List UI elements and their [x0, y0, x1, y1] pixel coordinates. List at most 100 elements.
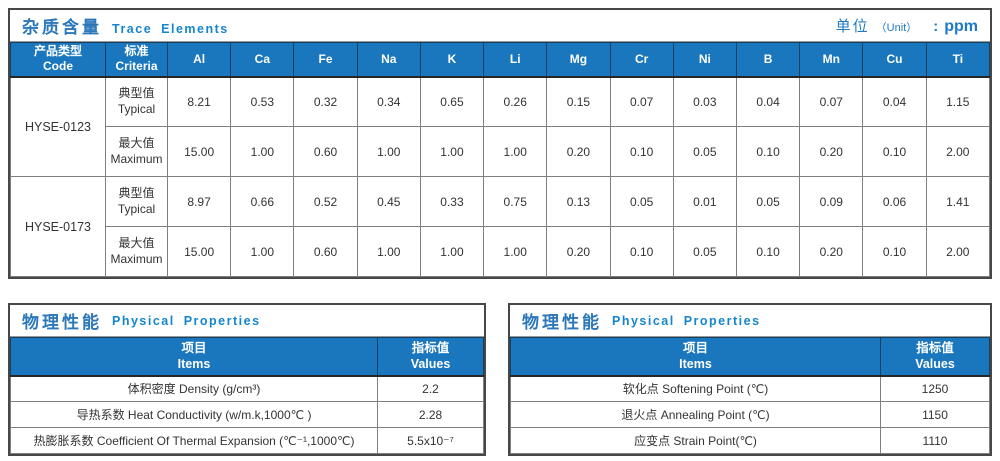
value-cell: 0.32: [293, 76, 358, 127]
col-header-criteria-cn: 标准: [124, 43, 149, 58]
value-cell: 0.10: [862, 226, 927, 277]
table-row: 应变点 Strain Point(℃) 1110: [510, 427, 990, 454]
row-label-en: Typical: [117, 201, 156, 216]
col-header-values-en: Values: [915, 357, 955, 372]
unit-label-en: （Unit）: [875, 22, 918, 34]
row-label-en: Maximum: [110, 251, 163, 266]
row-label-cell: 最大值 Maximum: [105, 226, 168, 277]
col-header-element: Cu: [862, 42, 927, 78]
physical-right-title-en: Physical Properties: [612, 313, 761, 328]
col-header-element: Cr: [609, 42, 674, 78]
value-cell: 0.10: [609, 126, 674, 177]
table-row: HYSE-0173 典型值 Typical 8.97 0.66 0.52 0.4…: [10, 176, 991, 277]
value-cell: 1.00: [230, 126, 295, 177]
value-cell: 0.05: [735, 176, 801, 227]
physical-properties-section: 物理性能 Physical Properties 项目 Items: [8, 303, 992, 456]
table-row: 退火点 Annealing Point (℃) 1150: [510, 401, 990, 428]
property-item-cell: 导热系数 Heat Conductivity (w/m.k,1000℃ ): [10, 401, 378, 428]
physical-right-header-row: 项目 Items 指标值 Values: [510, 337, 990, 377]
value-cell: 1.00: [356, 126, 421, 177]
property-item-cell: 退火点 Annealing Point (℃): [510, 401, 881, 428]
value-cell: 0.07: [799, 76, 864, 127]
property-value-cell: 5.5x10⁻⁷: [377, 427, 484, 454]
trace-elements-card: 杂质含量 Trace Elements 单位 （Unit） : ppm 产品类型: [8, 8, 992, 279]
col-header-element: Na: [356, 42, 421, 78]
property-value-cell: 1150: [880, 401, 990, 428]
value-cell: 1.00: [483, 226, 548, 277]
col-header-element: K: [419, 42, 485, 78]
table-row: 体积密度 Density (g/cm³) 2.2: [10, 375, 484, 402]
col-header-values: 指标值 Values: [377, 337, 484, 377]
value-cell: 0.15: [546, 76, 611, 127]
col-header-element: Li: [483, 42, 548, 78]
value-cell: 0.04: [735, 76, 801, 127]
col-header-values: 指标值 Values: [880, 337, 990, 377]
value-cell: 1.15: [925, 76, 991, 127]
value-cell: 0.05: [609, 176, 674, 227]
col-header-items: 项目 Items: [510, 337, 881, 377]
col-header-values-cn: 指标值: [411, 341, 450, 355]
value-cell: 1.00: [356, 226, 421, 277]
value-cell: 1.00: [419, 126, 485, 177]
unit-label: 单位 （Unit） : ppm: [836, 15, 978, 36]
col-header-code-en: Code: [43, 59, 73, 74]
col-header-element: Ni: [672, 42, 737, 78]
row-label-cn: 最大值: [118, 235, 155, 250]
value-cell: 0.05: [672, 126, 737, 177]
value-cell: 0.20: [799, 226, 864, 277]
row-label-en: Maximum: [110, 151, 163, 166]
col-header-element: Fe: [293, 42, 358, 78]
value-cell: 0.53: [230, 76, 295, 127]
row-label-cn: 最大值: [118, 135, 155, 150]
property-value-cell: 2.2: [377, 375, 484, 402]
value-cell: 0.10: [862, 126, 927, 177]
property-value-cell: 1250: [880, 375, 990, 402]
value-cell: 0.20: [546, 126, 611, 177]
col-header-items-en: Items: [679, 357, 712, 372]
col-header-values-cn: 指标值: [916, 341, 954, 355]
value-cell: 2.00: [925, 126, 991, 177]
value-cell: 0.26: [483, 76, 548, 127]
table-row: 最大值 Maximum 15.00 1.00 0.60 1.00 1.00 1.…: [11, 126, 991, 177]
property-item-cell: 应变点 Strain Point(℃): [510, 427, 881, 454]
value-cell: 0.03: [672, 76, 737, 127]
value-cell: 0.13: [546, 176, 611, 227]
col-header-element: Mg: [546, 42, 611, 78]
col-header-criteria-en: Criteria: [115, 59, 158, 74]
col-header-code-cn: 产品类型: [33, 43, 82, 58]
value-cell: 15.00: [166, 226, 232, 277]
col-header-items-en: Items: [177, 357, 211, 372]
trace-title-bar: 杂质含量 Trace Elements 单位 （Unit） : ppm: [10, 10, 990, 42]
col-header-code: 产品类型 Code: [10, 42, 106, 78]
value-cell: 0.04: [862, 76, 927, 127]
table-row: 软化点 Softening Point (℃) 1250: [510, 375, 990, 402]
physical-left-table: 项目 Items 指标值 Values: [10, 337, 484, 454]
physical-right-table: 项目 Items 指标值 Values: [510, 337, 990, 454]
value-cell: 0.66: [230, 176, 295, 227]
value-cell: 0.34: [356, 76, 421, 127]
row-label-cell: 最大值 Maximum: [105, 126, 168, 177]
row-label-cell: 典型值 Typical: [105, 76, 168, 127]
property-item-cell: 热膨胀系数 Coefficient Of Thermal Expansion (…: [10, 427, 378, 454]
property-item-cell: 软化点 Softening Point (℃): [510, 375, 881, 402]
value-cell: 0.10: [609, 226, 674, 277]
physical-left-title-bar: 物理性能 Physical Properties: [10, 305, 484, 337]
value-cell: 2.00: [925, 226, 991, 277]
physical-properties-left-card: 物理性能 Physical Properties 项目 Items: [8, 303, 486, 456]
value-cell: 0.60: [293, 126, 358, 177]
unit-value: ppm: [944, 18, 978, 35]
value-cell: 0.10: [735, 126, 801, 177]
col-header-element: Ti: [925, 42, 991, 78]
value-cell: 0.20: [546, 226, 611, 277]
unit-label-cn: 单位: [835, 18, 870, 35]
value-cell: 8.97: [166, 176, 232, 227]
trace-header-row: 产品类型 Code 标准 Criteria Al Ca Fe Na K: [10, 42, 991, 78]
unit-colon: :: [933, 18, 939, 35]
value-cell: 0.45: [356, 176, 421, 227]
table-row: 最大值 Maximum 15.00 1.00 0.60 1.00 1.00 1.…: [11, 226, 991, 277]
value-cell: 1.00: [483, 126, 548, 177]
product-code-cell: HYSE-0173: [10, 176, 106, 277]
value-cell: 0.60: [293, 226, 358, 277]
value-cell: 15.00: [166, 126, 232, 177]
